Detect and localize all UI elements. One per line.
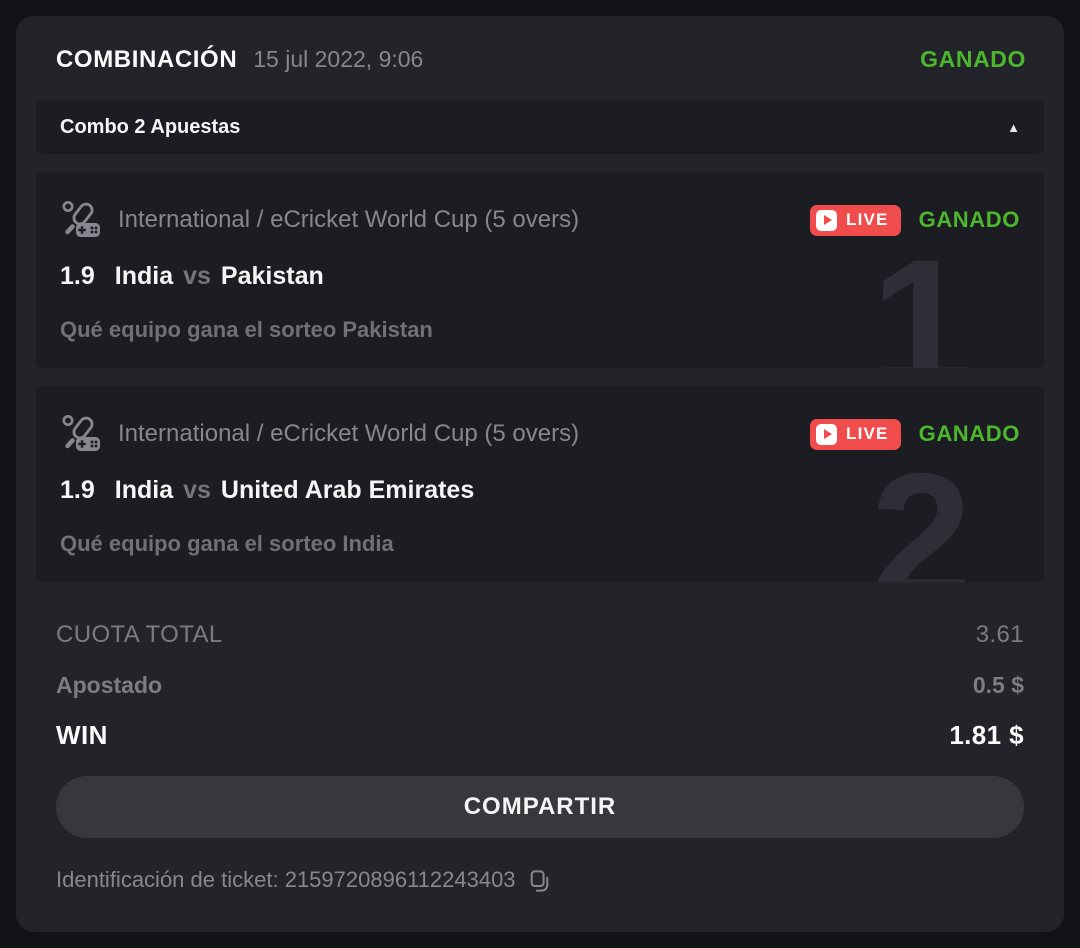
bet-index-watermark: 2	[870, 435, 972, 582]
ecricket-icon	[60, 198, 104, 242]
bet-status-badge: GANADO	[918, 421, 1020, 446]
live-badge: LIVE	[810, 418, 901, 450]
play-icon	[816, 423, 838, 445]
ecricket-icon	[60, 412, 104, 456]
ticket-id-value: 2159720896112243403	[284, 866, 516, 892]
stake-label: Apostado	[56, 671, 163, 698]
bet-card-top-row: International / eCricket World Cup (5 ov…	[60, 412, 1020, 456]
tournament-label: International / eCricket World Cup (5 ov…	[118, 206, 580, 233]
vs-label: vs	[183, 476, 211, 504]
total-odds-value: 3.61	[975, 621, 1024, 648]
bet-ticket-panel: COMBINACIÓN 15 jul 2022, 9:06 GANADO Com…	[16, 16, 1064, 932]
ticket-status-badge: GANADO	[920, 46, 1026, 72]
vs-label: vs	[183, 262, 211, 290]
ticket-datetime: 15 jul 2022, 9:06	[253, 46, 424, 72]
live-label: LIVE	[846, 210, 889, 229]
win-label: WIN	[56, 719, 108, 750]
ticket-summary: CUOTA TOTAL 3.61 Apostado 0.5 $ WIN 1.81…	[36, 600, 1044, 760]
bet-card-1[interactable]: 1 International / eCric	[36, 172, 1044, 368]
bet-card-top-row: International / eCricket World Cup (5 ov…	[60, 198, 1020, 242]
away-team: Pakistan	[220, 262, 324, 290]
bet-selection: Qué equipo gana el sorteo Pakistan	[60, 317, 433, 342]
home-team: India	[114, 262, 174, 290]
tournament-label: International / eCricket World Cup (5 ov…	[118, 420, 580, 447]
ticket-id-label: Identificación de ticket:	[56, 866, 279, 892]
combo-label: Combo 2 Apuestas	[60, 115, 241, 138]
bet-status-badge: GANADO	[918, 207, 1020, 232]
bet-selection: Qué equipo gana el sorteo India	[60, 531, 394, 556]
combo-toggle[interactable]: Combo 2 Apuestas ▲	[36, 100, 1044, 154]
bet-top-right: LIVE GANADO	[810, 204, 1020, 236]
ticket-type-title: COMBINACIÓN	[56, 46, 238, 73]
live-badge: LIVE	[810, 204, 901, 236]
bet-index-watermark: 1	[870, 221, 972, 368]
bet-odds: 1.9	[60, 476, 95, 504]
total-odds-label: CUOTA TOTAL	[56, 621, 223, 648]
ticket-id-row: Identificación de ticket: 21597208961122…	[36, 866, 1044, 893]
chevron-up-icon: ▲	[1007, 119, 1020, 135]
tournament-group: International / eCricket World Cup (5 ov…	[60, 412, 579, 456]
live-label: LIVE	[846, 424, 889, 443]
home-team: India	[114, 476, 174, 504]
stake-value: 0.5 $	[972, 671, 1024, 698]
bet-top-right: LIVE GANADO	[810, 418, 1020, 450]
stake-row: Apostado 0.5 $	[56, 660, 1024, 710]
bet-odds: 1.9	[60, 262, 95, 290]
tournament-group: International / eCricket World Cup (5 ov…	[60, 198, 579, 242]
win-value: 1.81 $	[949, 719, 1024, 750]
share-button[interactable]: COMPARTIR	[56, 776, 1024, 838]
ticket-header-left: COMBINACIÓN 15 jul 2022, 9:06	[56, 46, 423, 74]
copy-icon[interactable]	[528, 869, 550, 893]
ticket-id-text: Identificación de ticket: 21597208961122…	[56, 867, 516, 893]
bet-card-2[interactable]: 2 International / eCric	[36, 386, 1044, 582]
bet-match-line: 1.9 India vs Pakistan	[60, 262, 1020, 291]
win-row: WIN 1.81 $	[56, 710, 1024, 760]
ticket-header: COMBINACIÓN 15 jul 2022, 9:06 GANADO	[36, 46, 1044, 74]
bet-match-line: 1.9 India vs United Arab Emirates	[60, 476, 1020, 505]
away-team: United Arab Emirates	[220, 476, 475, 504]
play-icon	[816, 209, 838, 231]
total-odds-row: CUOTA TOTAL 3.61	[56, 610, 1024, 660]
